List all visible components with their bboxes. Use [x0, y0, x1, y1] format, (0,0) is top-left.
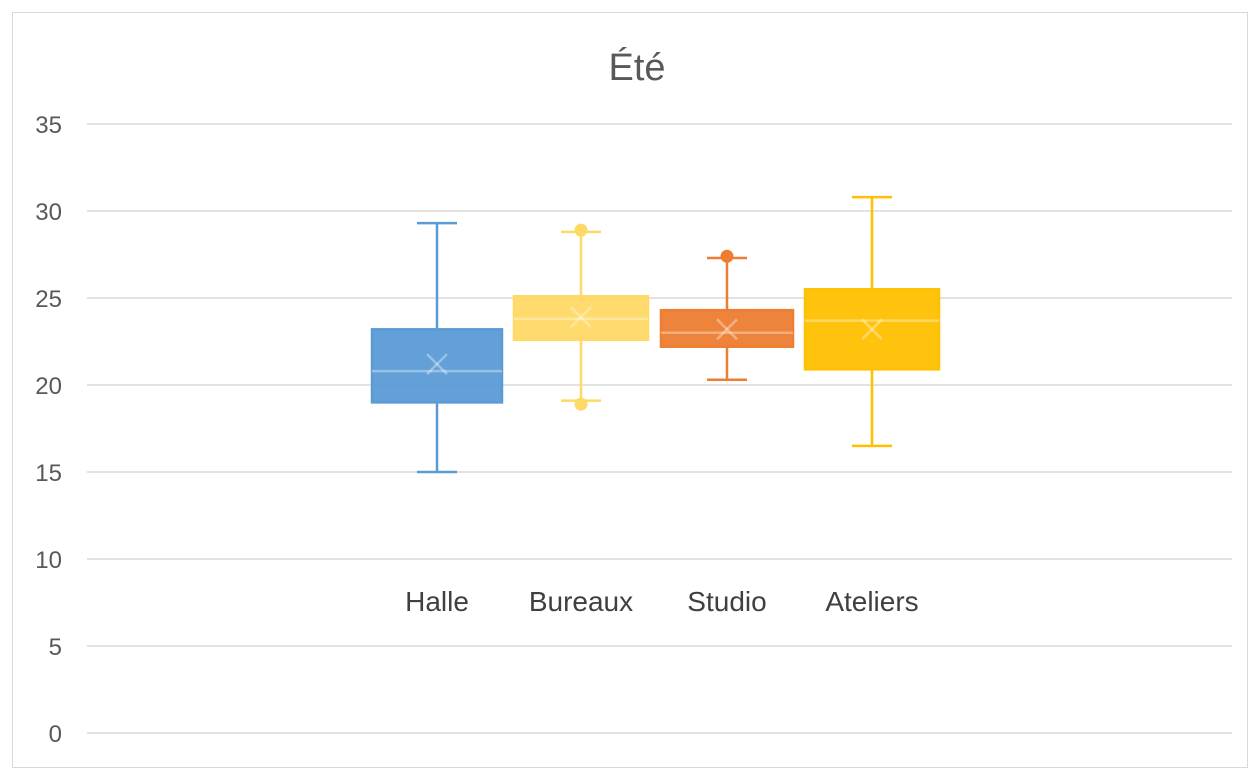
y-axis-ticks: 0 5 10 15 20 25 30 35	[35, 112, 62, 748]
y-tick-label: 0	[49, 721, 62, 748]
outlier-point	[574, 223, 588, 237]
category-labels: Halle Bureaux Studio Ateliers	[405, 586, 919, 617]
category-label: Ateliers	[825, 586, 918, 617]
iqr-box	[370, 328, 504, 404]
boxes	[370, 195, 941, 474]
y-tick-label: 5	[49, 634, 62, 661]
chart-title: Été	[608, 46, 665, 89]
box-bureaux	[512, 223, 650, 411]
y-tick-label: 35	[35, 112, 62, 139]
y-tick-label: 10	[35, 547, 62, 574]
y-tick-label: 30	[35, 199, 62, 226]
iqr-box	[803, 288, 941, 371]
iqr-box	[512, 295, 650, 342]
box-halle	[370, 221, 504, 474]
outlier-point	[720, 249, 734, 263]
y-tick-label: 20	[35, 373, 62, 400]
category-label: Bureaux	[529, 586, 633, 617]
category-label: Halle	[405, 586, 469, 617]
mean-marker	[861, 318, 883, 341]
mean-marker	[570, 306, 592, 329]
outlier-point	[574, 397, 588, 411]
iqr-box	[659, 308, 795, 348]
box-ateliers	[803, 195, 941, 448]
y-tick-label: 25	[35, 286, 62, 313]
mean-marker	[426, 353, 448, 376]
box-studio	[659, 249, 795, 382]
chart-area	[12, 12, 1248, 768]
mean-marker	[716, 318, 738, 341]
gridlines	[87, 123, 1232, 734]
y-tick-label: 15	[35, 460, 62, 487]
category-label: Studio	[687, 586, 766, 617]
